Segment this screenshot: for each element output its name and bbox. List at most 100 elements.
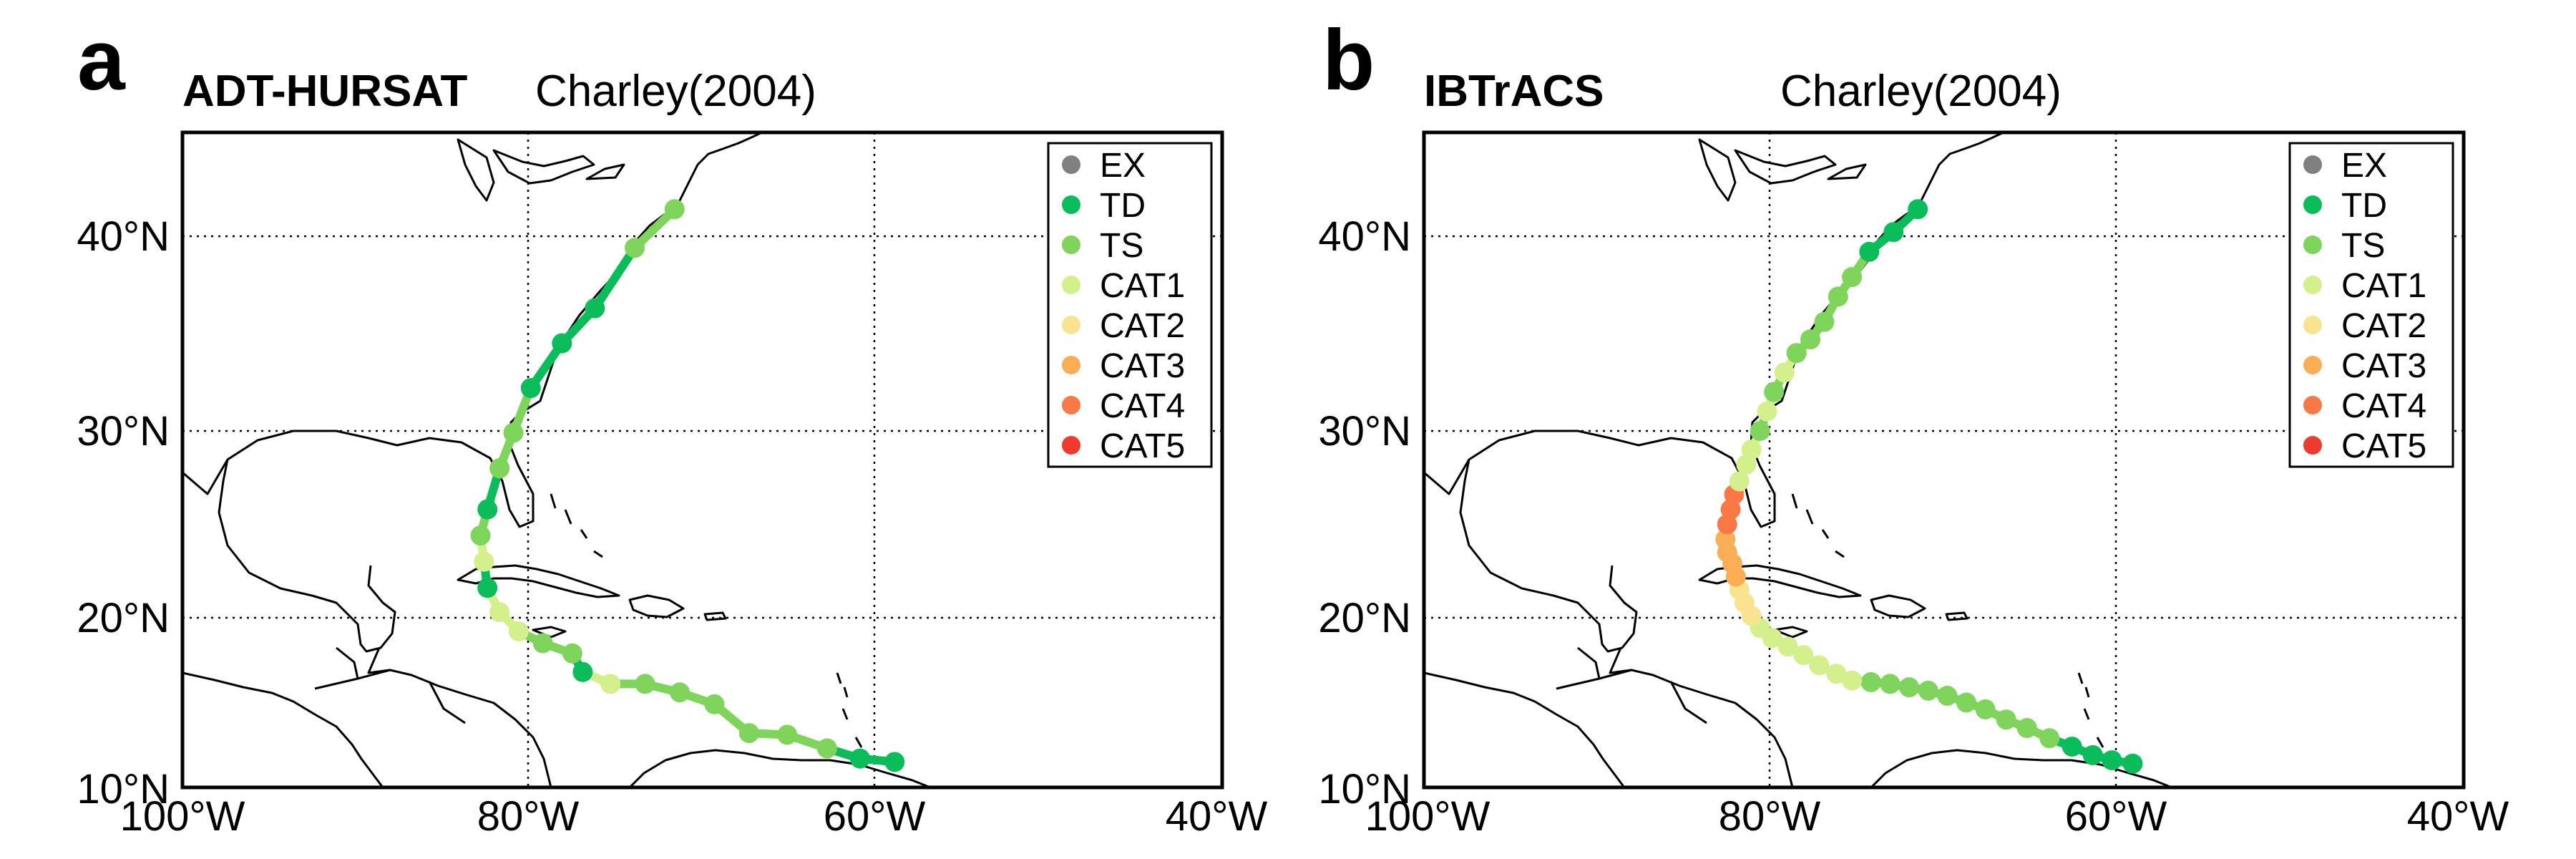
track-point <box>1800 329 1821 350</box>
track-point <box>2122 753 2143 774</box>
panel-source-b: IBTrACS <box>1424 67 1604 116</box>
map-b <box>1424 132 2464 787</box>
track-point <box>1860 672 1881 693</box>
legend-marker <box>1062 155 1080 174</box>
xtick-label: 100°W <box>120 793 245 840</box>
xtick-label: 80°W <box>477 793 580 840</box>
legend-label: TD <box>2341 187 2387 225</box>
map-frame-b <box>1422 130 2466 790</box>
legend-label: CAT1 <box>1100 267 1185 305</box>
track-point <box>552 333 572 354</box>
legend-label: TS <box>2341 227 2385 265</box>
xtick-label: 40°W <box>1166 793 1268 840</box>
track-point <box>489 602 510 623</box>
ytick-label: 30°N <box>77 408 170 455</box>
track-point <box>1729 471 1750 492</box>
legend-marker <box>2303 195 2322 214</box>
legend-label: TD <box>1100 187 1146 225</box>
legend-marker <box>2303 276 2322 294</box>
panel-a: a ADT-HURSAT Charley(2004) <box>77 12 1267 840</box>
track-a <box>470 199 905 772</box>
legend-label: TS <box>1100 227 1143 265</box>
panel-source-a: ADT-HURSAT <box>182 67 467 116</box>
xtick-label: 60°W <box>824 793 926 840</box>
track-point <box>1750 421 1770 441</box>
legend-marker <box>1062 276 1080 294</box>
track-point <box>635 674 655 694</box>
track-point <box>1717 514 1737 535</box>
track-point <box>1899 677 1920 698</box>
track-point <box>777 724 798 745</box>
track-point <box>1842 267 1863 288</box>
track-point <box>816 738 837 759</box>
ytick-label: 20°N <box>1318 595 1411 641</box>
track-point <box>600 674 621 694</box>
legend-label: CAT3 <box>2341 347 2426 385</box>
track-point <box>1764 382 1785 402</box>
legend-label: CAT3 <box>1100 347 1185 385</box>
track-point <box>1777 636 1798 657</box>
track-point <box>884 752 905 772</box>
track-point <box>585 298 605 319</box>
track-point <box>1880 674 1901 694</box>
legend-marker <box>2303 155 2322 174</box>
track-point <box>1859 241 1880 262</box>
track-point <box>1774 362 1795 383</box>
ytick-label: 10°N <box>77 766 170 812</box>
track-point <box>1809 655 1830 676</box>
legend-label: CAT2 <box>2341 307 2426 345</box>
track-point <box>477 499 498 520</box>
legend-label: CAT4 <box>2341 387 2426 425</box>
panel-letter-b: b <box>1322 12 1375 108</box>
legend-marker <box>1062 316 1080 334</box>
track-point <box>2102 750 2122 771</box>
ytick-label: 40°N <box>1318 213 1411 260</box>
xtick-label: 100°W <box>1365 793 1491 840</box>
track-point <box>1786 343 1807 364</box>
track-point <box>2082 744 2103 765</box>
track-point <box>1908 199 1928 220</box>
track-point <box>489 458 510 479</box>
legend-label: EX <box>1100 147 1146 185</box>
legend-marker <box>1062 356 1080 374</box>
track-point <box>503 422 524 443</box>
track-point <box>2039 728 2060 749</box>
track-point <box>1757 401 1777 422</box>
legend-label: CAT4 <box>1100 387 1185 425</box>
track-segment <box>590 243 640 313</box>
legend-marker <box>2303 236 2322 254</box>
legend-marker <box>1062 396 1080 414</box>
legend-marker <box>2303 436 2322 455</box>
track-point <box>738 723 759 744</box>
panel-storm-a: Charley(2004) <box>535 67 816 116</box>
legend-label: CAT5 <box>2341 427 2426 465</box>
xtick-label: 40°W <box>2407 793 2509 840</box>
track-point <box>572 661 593 682</box>
track-point <box>474 551 494 572</box>
legend-label: CAT1 <box>2341 267 2426 305</box>
track-point <box>1793 645 1814 666</box>
track-point <box>704 694 725 714</box>
track-point <box>470 525 491 546</box>
legend-label: EX <box>2341 147 2387 185</box>
track-point <box>1842 670 1863 691</box>
track-point <box>1918 680 1938 701</box>
x-axis-a: 100°W 80°W 60°W 40°W <box>120 793 1268 840</box>
legend-marker <box>1062 195 1080 214</box>
track-point <box>1996 709 2016 730</box>
track-point <box>508 621 529 641</box>
y-axis-a: 40°N 30°N 20°N 10°N <box>77 213 170 812</box>
track-point <box>2016 718 2037 739</box>
track-point <box>1956 692 1976 713</box>
legend-marker <box>1062 436 1080 455</box>
panel-b: b IBTrACS Charley(2004) <box>1318 12 2509 840</box>
ytick-label: 20°N <box>77 595 170 641</box>
xtick-label: 60°W <box>2065 793 2167 840</box>
ytick-label: 40°N <box>77 213 170 260</box>
track-point <box>1975 699 1996 719</box>
coastlines-b <box>1424 132 2172 787</box>
track-point <box>1715 529 1736 550</box>
